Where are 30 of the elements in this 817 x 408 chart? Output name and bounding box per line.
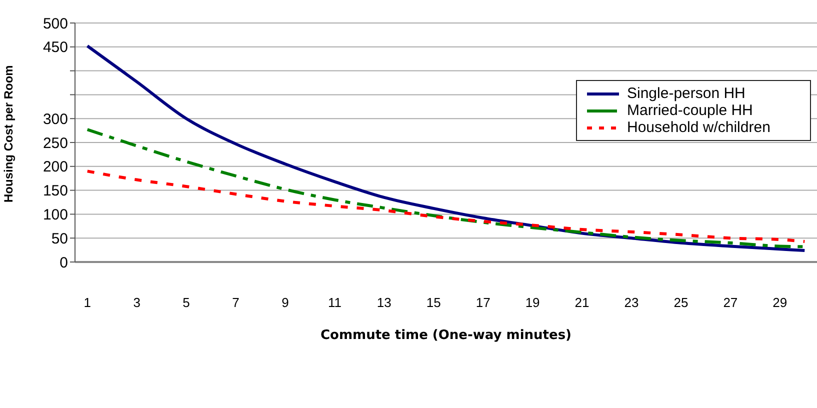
x-tick-label: 1	[84, 295, 91, 310]
x-tick-label: 5	[182, 295, 190, 310]
x-tick-label: 23	[624, 295, 639, 310]
x-tick-label: 17	[476, 295, 490, 310]
y-tick-label: 250	[42, 134, 68, 152]
x-tick-label: 9	[282, 295, 289, 310]
legend-label: Household w/children	[627, 119, 772, 136]
x-tick-label: 29	[772, 295, 788, 310]
legend-label: Married-couple HH	[627, 102, 754, 119]
x-tick-label: 7	[232, 295, 240, 310]
y-tick-label: 300	[42, 110, 68, 128]
y-tick-label: 50	[51, 230, 68, 248]
x-tick-label: 15	[426, 295, 441, 310]
y-tick-label: 200	[42, 158, 68, 176]
x-tick-label: 25	[674, 295, 688, 310]
x-tick-label: 21	[574, 295, 590, 310]
x-tick-label: 27	[723, 295, 738, 310]
x-axis-title: Commute time (One-way minutes)	[320, 328, 572, 343]
y-axis-title: Housing Cost per Room	[1, 65, 16, 202]
x-tick-label: 19	[525, 295, 540, 310]
legend-label: Single-person HH	[627, 85, 746, 102]
x-tick-label: 11	[328, 295, 342, 310]
y-tick-label: 100	[42, 206, 68, 224]
y-tick-label: 150	[42, 182, 68, 200]
y-tick-label: 500	[42, 15, 68, 32]
y-tick-label: 450	[42, 39, 68, 56]
x-tick-label: 3	[133, 295, 140, 310]
y-tick-label: 0	[60, 254, 68, 272]
x-tick-label: 13	[376, 295, 392, 310]
line-series	[86, 170, 806, 243]
